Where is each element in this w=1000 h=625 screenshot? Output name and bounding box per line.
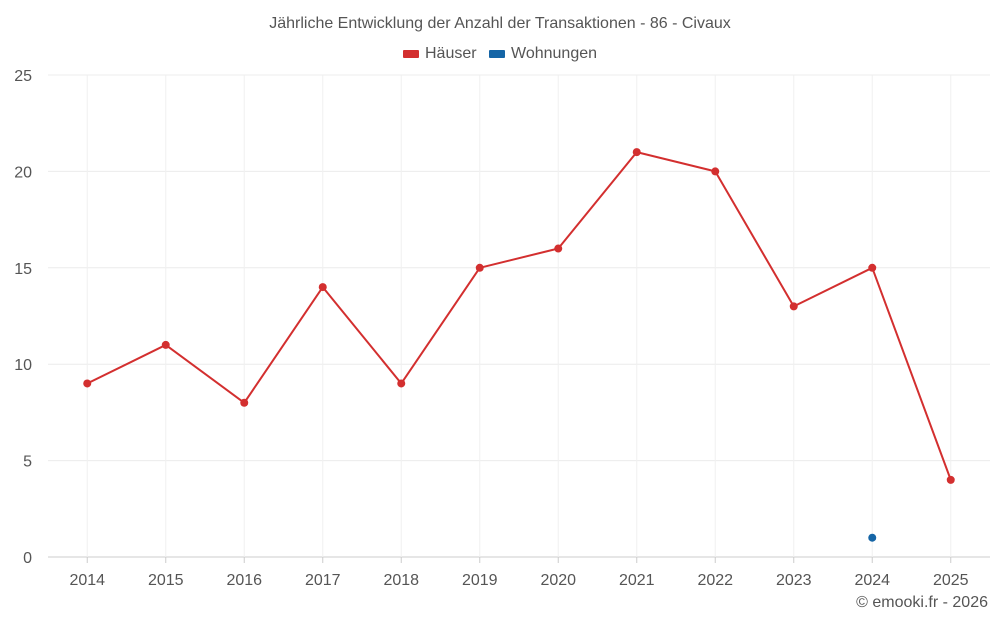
x-tick-label: 2025	[933, 572, 969, 589]
x-tick-label: 2021	[619, 572, 655, 589]
data-point-0-2018	[397, 379, 406, 388]
credit-text: © emooki.fr - 2026	[856, 594, 988, 611]
legend-item-wohnungen[interactable]: Wohnungen	[489, 45, 597, 63]
series-line-0	[86, 151, 952, 481]
legend-swatch-wohnungen	[489, 50, 506, 58]
data-point-0-2025	[946, 475, 955, 484]
x-tick-label: 2020	[540, 572, 576, 589]
x-tick-label: 2022	[697, 572, 733, 589]
data-point-0-2020	[554, 244, 563, 253]
y-tick-label: 0	[23, 550, 32, 567]
data-point-0-2022	[711, 167, 720, 176]
x-tick-label: 2019	[462, 572, 498, 589]
data-point-0-2024	[868, 263, 877, 272]
legend-label-wohnungen: Wohnungen	[511, 45, 598, 62]
data-point-1-2024	[868, 533, 877, 542]
data-point-0-2023	[789, 302, 798, 311]
y-tick-label: 20	[14, 164, 32, 181]
y-tick-label: 10	[14, 357, 32, 374]
legend-item-haeuser[interactable]: Häuser	[402, 45, 477, 63]
legend-label-haeuser: Häuser	[424, 45, 477, 62]
y-tick-label: 25	[14, 68, 32, 85]
data-point-0-2021	[632, 148, 641, 157]
x-tick-label: 2017	[305, 572, 341, 589]
x-tick-label: 2015	[148, 572, 184, 589]
data-point-0-2014	[83, 379, 92, 388]
data-point-0-2019	[475, 263, 484, 272]
chart-title: Jährliche Entwicklung der Anzahl der Tra…	[269, 15, 731, 32]
data-point-0-2016	[240, 398, 249, 407]
y-tick-label: 5	[23, 454, 32, 471]
data-point-0-2017	[318, 283, 327, 292]
x-tick-label: 2016	[226, 572, 262, 589]
x-tick-label: 2024	[854, 572, 890, 589]
legend-swatch-haeuser	[402, 50, 419, 58]
x-tick-label: 2023	[776, 572, 812, 589]
x-tick-label: 2018	[383, 572, 419, 589]
legend: Häuser Wohnungen	[0, 45, 1000, 63]
x-tick-label: 2014	[69, 572, 105, 589]
data-point-0-2015	[161, 340, 170, 349]
y-tick-label: 15	[14, 261, 32, 278]
